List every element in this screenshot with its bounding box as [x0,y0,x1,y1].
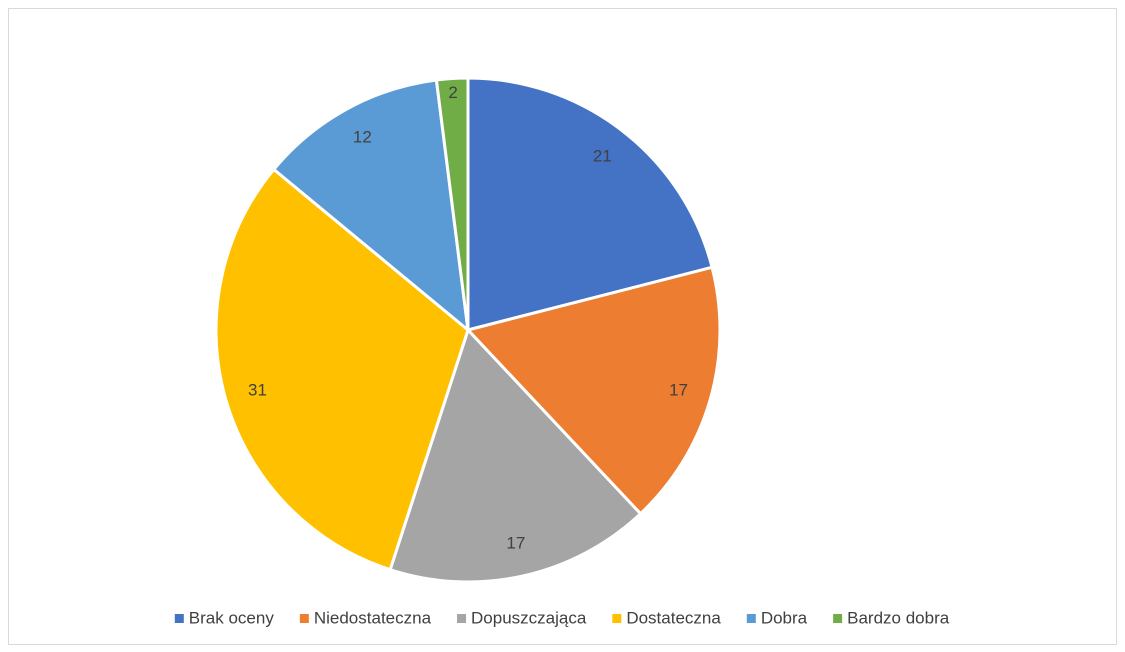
legend-label: Dopuszczająca [471,608,587,627]
legend-swatch [174,614,184,623]
legend-label: Brak oceny [189,608,275,627]
pie-slice [271,78,470,334]
legend-swatch [612,614,622,623]
data-label: 17 [669,381,688,400]
pie-slice [465,265,722,516]
legend-label: Bardzo dobra [847,608,950,627]
legend-swatch [457,614,467,623]
data-label: 12 [353,127,372,146]
pie-slice [388,327,643,584]
legend-swatch [833,614,843,623]
data-label: 17 [506,533,525,552]
data-label: 31 [248,381,267,400]
pie-slice [466,76,714,332]
legend-swatch [299,614,309,623]
legend-label: Niedostateczna [314,608,432,627]
pie-slice [214,167,470,572]
pie-slice [434,76,470,331]
data-label: 21 [593,146,612,165]
legend-label: Dostateczna [626,608,721,627]
legend-swatch [746,614,756,623]
data-label: 2 [448,83,457,102]
legend-label: Dobra [761,608,808,627]
